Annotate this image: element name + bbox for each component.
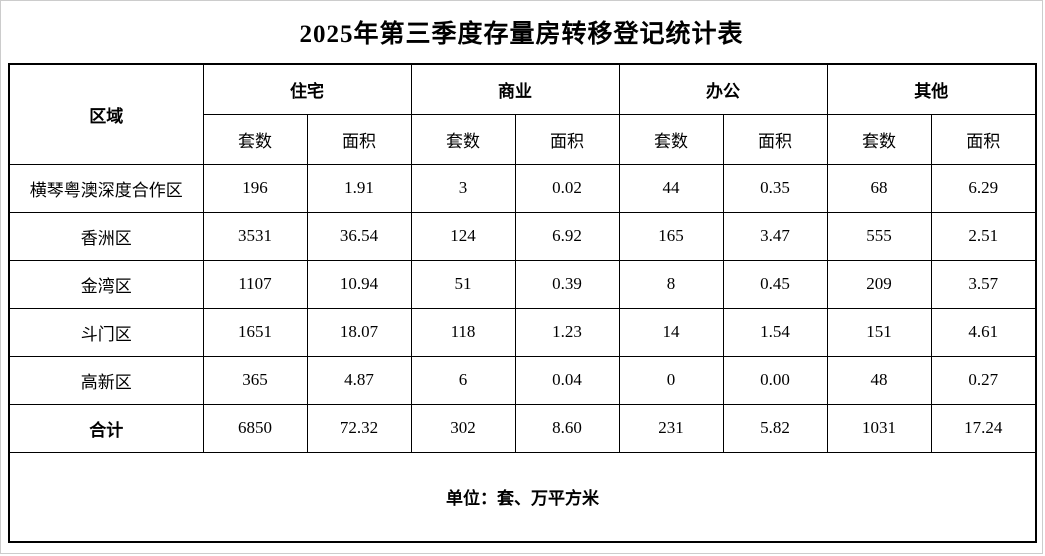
cell-value: 3.57	[930, 259, 1037, 309]
total-row-label: 合计	[8, 403, 204, 453]
column-header-residential: 住宅	[202, 63, 412, 115]
cell-value: 68	[826, 163, 932, 213]
region-name: 高新区	[8, 355, 204, 405]
subheader-residential-units: 套数	[202, 113, 308, 165]
title-bar: 2025年第三季度存量房转移登记统计表	[1, 1, 1042, 63]
subheader-office-area: 面积	[722, 113, 828, 165]
cell-value: 124	[410, 211, 516, 261]
subheader-other-units: 套数	[826, 113, 932, 165]
cell-value: 1.23	[514, 307, 620, 357]
cell-value: 0.04	[514, 355, 620, 405]
region-name: 斗门区	[8, 307, 204, 357]
cell-value: 3531	[202, 211, 308, 261]
cell-value: 17.24	[930, 403, 1037, 453]
column-header-other: 其他	[826, 63, 1037, 115]
cell-value: 8	[618, 259, 724, 309]
cell-value: 231	[618, 403, 724, 453]
cell-value: 18.07	[306, 307, 412, 357]
cell-value: 10.94	[306, 259, 412, 309]
cell-value: 0.27	[930, 355, 1037, 405]
cell-value: 0.35	[722, 163, 828, 213]
subheader-other-area: 面积	[930, 113, 1037, 165]
region-name: 横琴粤澳深度合作区	[8, 163, 204, 213]
cell-value: 0.00	[722, 355, 828, 405]
cell-value: 0	[618, 355, 724, 405]
header-row-groups: 区域 住宅 商业 办公 其他	[8, 63, 1037, 165]
cell-value: 72.32	[306, 403, 412, 453]
cell-value: 48	[826, 355, 932, 405]
table-row-doumen: 斗门区 1651 18.07 118 1.23 14 1.54 151 4.61	[8, 307, 1037, 357]
cell-value: 6.29	[930, 163, 1037, 213]
subheader-residential-area: 面积	[306, 113, 412, 165]
cell-value: 0.39	[514, 259, 620, 309]
cell-value: 6850	[202, 403, 308, 453]
column-header-commercial: 商业	[410, 63, 620, 115]
cell-value: 555	[826, 211, 932, 261]
cell-value: 4.87	[306, 355, 412, 405]
cell-value: 8.60	[514, 403, 620, 453]
table-row-gaoxin: 高新区 365 4.87 6 0.04 0 0.00 48 0.27	[8, 355, 1037, 405]
cell-value: 1651	[202, 307, 308, 357]
cell-value: 118	[410, 307, 516, 357]
subheader-commercial-units: 套数	[410, 113, 516, 165]
cell-value: 6	[410, 355, 516, 405]
cell-value: 51	[410, 259, 516, 309]
cell-value: 3	[410, 163, 516, 213]
cell-value: 1107	[202, 259, 308, 309]
statistics-table: 区域 住宅 商业 办公 其他 套数 面积 套数 面积 套数 面积 套数 面积 横…	[8, 63, 1037, 543]
cell-value: 1.54	[722, 307, 828, 357]
cell-value: 1.91	[306, 163, 412, 213]
cell-value: 0.02	[514, 163, 620, 213]
cell-value: 2.51	[930, 211, 1037, 261]
cell-value: 165	[618, 211, 724, 261]
region-name: 金湾区	[8, 259, 204, 309]
footer-row: 单位：套、万平方米	[8, 451, 1037, 543]
region-name: 香洲区	[8, 211, 204, 261]
table-row-jinwan: 金湾区 1107 10.94 51 0.39 8 0.45 209 3.57	[8, 259, 1037, 309]
table-row-total: 合计 6850 72.32 302 8.60 231 5.82 1031 17.…	[8, 403, 1037, 453]
column-header-region: 区域	[8, 63, 204, 165]
cell-value: 0.45	[722, 259, 828, 309]
table-row-xiangzhou: 香洲区 3531 36.54 124 6.92 165 3.47 555 2.5…	[8, 211, 1037, 261]
subheader-office-units: 套数	[618, 113, 724, 165]
subheader-commercial-area: 面积	[514, 113, 620, 165]
cell-value: 365	[202, 355, 308, 405]
cell-value: 6.92	[514, 211, 620, 261]
cell-value: 209	[826, 259, 932, 309]
cell-value: 4.61	[930, 307, 1037, 357]
cell-value: 44	[618, 163, 724, 213]
cell-value: 1031	[826, 403, 932, 453]
cell-value: 36.54	[306, 211, 412, 261]
cell-value: 196	[202, 163, 308, 213]
header-row-subheaders: 套数 面积 套数 面积 套数 面积 套数 面积	[9, 113, 1037, 165]
cell-value: 302	[410, 403, 516, 453]
page-title: 2025年第三季度存量房转移登记统计表	[299, 21, 744, 48]
cell-value: 3.47	[722, 211, 828, 261]
cell-value: 151	[826, 307, 932, 357]
column-header-office: 办公	[618, 63, 828, 115]
cell-value: 5.82	[722, 403, 828, 453]
unit-note: 单位：套、万平方米	[8, 451, 1037, 543]
table-row-hengqin: 横琴粤澳深度合作区 196 1.91 3 0.02 44 0.35 68 6.2…	[8, 163, 1037, 213]
cell-value: 14	[618, 307, 724, 357]
